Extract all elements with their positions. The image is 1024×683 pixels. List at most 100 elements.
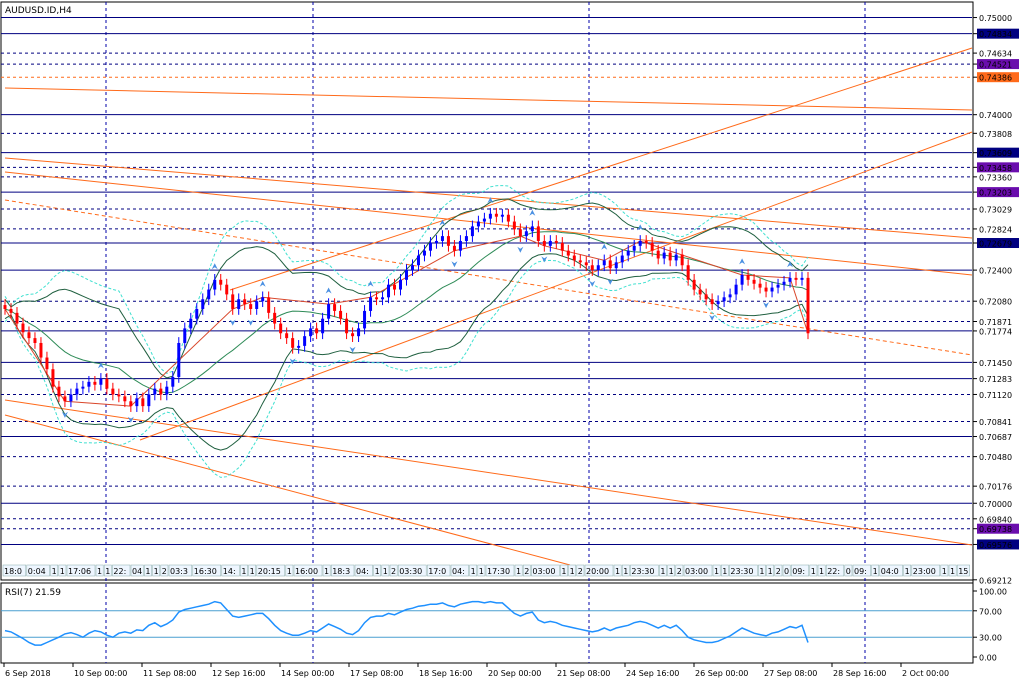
session-label: 17:30 <box>487 567 510 576</box>
candle-body <box>45 357 49 370</box>
session-label-box <box>322 564 331 577</box>
time-tick-label: 12 Sep 16:00 <box>212 669 265 678</box>
candle-body <box>207 289 211 300</box>
candle-body <box>363 310 367 329</box>
candle-body <box>297 345 301 348</box>
session-label-box <box>168 564 193 577</box>
session-label-box <box>389 564 398 577</box>
band-middle <box>4 231 809 394</box>
candle-body <box>542 240 546 246</box>
session-label: 1 <box>154 567 159 576</box>
session-label: 1 <box>660 567 665 576</box>
trend-line <box>4 157 973 239</box>
candle-body <box>614 262 618 269</box>
session-label: 17:0 <box>428 567 446 576</box>
candle-body <box>249 304 253 309</box>
candle-body <box>405 270 408 280</box>
candle-body <box>716 301 720 305</box>
session-label: 03:00 <box>532 567 555 576</box>
candle-body <box>183 328 187 343</box>
candle-body <box>698 289 702 295</box>
session-label-box <box>712 564 721 577</box>
session-label: 04: <box>452 567 465 576</box>
candle-body <box>560 242 564 251</box>
candle-body <box>518 229 522 237</box>
time-tick-label: 28 Sep 16:00 <box>833 669 886 678</box>
time-tick-label: 2 Oct 00:00 <box>902 669 949 678</box>
candle-body <box>458 240 462 251</box>
candle-body <box>111 388 115 395</box>
session-label-box <box>450 564 469 577</box>
candle-body <box>668 252 672 261</box>
candle-body <box>393 284 397 290</box>
price-tick-label: 0.71120 <box>979 391 1012 400</box>
session-label: 1 <box>669 567 674 576</box>
fractal-arrow-icon <box>487 197 494 204</box>
session-label-box <box>285 564 294 577</box>
session-label: 1 <box>145 567 150 576</box>
price-tick-label: 0.73609 <box>979 149 1012 158</box>
session-label: 03:3 <box>170 567 188 576</box>
session-label: 18:0 <box>4 567 22 576</box>
band-outer-upper <box>4 185 809 374</box>
session-label-box <box>879 564 903 577</box>
candle-body <box>494 213 498 217</box>
session-label-box <box>766 564 775 577</box>
candle-body <box>285 333 289 339</box>
candle-body <box>69 394 73 402</box>
candle-body <box>584 262 588 266</box>
candle-body <box>321 318 325 334</box>
price-tick-label: 0.73203 <box>979 189 1012 198</box>
session-label: 1 <box>241 567 246 576</box>
session-label: 22: <box>827 567 840 576</box>
session-label-box <box>469 564 478 577</box>
candle-body <box>674 254 678 261</box>
candle-body <box>722 297 726 302</box>
session-label-box <box>825 564 845 577</box>
session-labels: 18:0 0:04 1 1 17:06 1 1 22: 04 1 1 2 03:3 16:30 14: 1 1 2… <box>2 564 970 577</box>
session-label: 16:30 <box>194 567 217 576</box>
candle-body <box>506 214 510 222</box>
candle-body <box>351 333 355 337</box>
candle-body <box>734 284 738 295</box>
band-outer-lower <box>4 259 809 478</box>
session-label-box <box>485 564 515 577</box>
session-label: 1 <box>324 567 329 576</box>
fractal-arrow-icon <box>541 256 548 263</box>
price-tag-bg <box>977 147 1019 158</box>
trend-lines <box>4 47 973 566</box>
candle-body <box>99 378 103 385</box>
session-label-box <box>667 564 676 577</box>
session-label-box <box>852 564 871 577</box>
session-label: 18:3 <box>332 567 350 576</box>
session-label-box <box>871 564 880 577</box>
session-label: 1 <box>811 567 816 576</box>
price-tick-label: 0.69840 <box>979 515 1012 524</box>
session-label-box <box>240 564 248 577</box>
trend-line <box>229 47 973 291</box>
candle-body <box>704 294 708 300</box>
session-label-box <box>522 564 531 577</box>
candle-body <box>93 381 97 385</box>
candle-body <box>488 213 492 219</box>
price-tick-label: 0.74521 <box>979 61 1012 70</box>
session-label-box <box>584 564 614 577</box>
price-tick-label: 0.70841 <box>979 418 1012 427</box>
session-label: 15 <box>958 567 968 576</box>
candle-body <box>416 255 420 266</box>
session-label: 1 <box>287 567 292 576</box>
session-label-box <box>774 564 783 577</box>
candle-body <box>752 279 756 284</box>
session-label-box <box>817 564 826 577</box>
chart-title: AUDUSD.ID,H4 <box>5 6 72 16</box>
session-label: 2 <box>162 567 167 576</box>
fractal-arrow-icon <box>763 302 770 309</box>
session-label-box <box>790 564 810 577</box>
session-label: 1 <box>60 567 65 576</box>
candle-body <box>333 304 337 311</box>
session-label: 0:04 <box>28 567 46 576</box>
price-tick-label: 0.72824 <box>979 225 1012 234</box>
price-tick-label: 0.71871 <box>979 318 1012 327</box>
price-tick-label: 0.74000 <box>979 111 1012 120</box>
